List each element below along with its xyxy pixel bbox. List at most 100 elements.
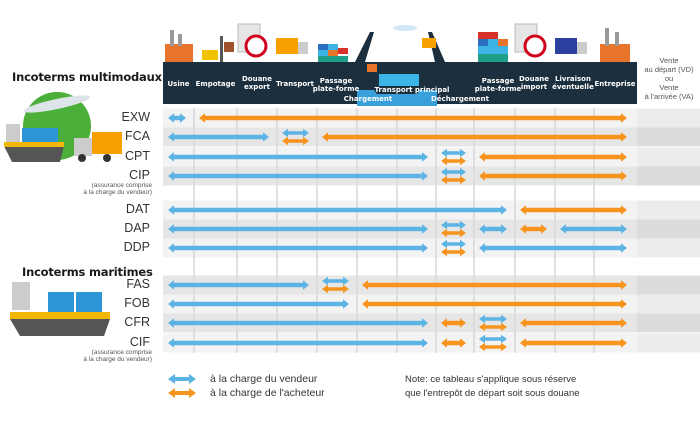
acheteur-arrow [479,152,627,162]
ship-water-icon [357,64,437,106]
vendeur-arrow [168,280,309,290]
incoterm-dap: DAP [124,221,150,235]
incoterm-cpt: CPT [125,149,150,163]
insurance-note: à la charge du vendeur) [83,189,152,196]
containers-icon [318,44,348,62]
vendeur-arrow [168,318,428,328]
incoterm-exw: EXW [121,110,150,124]
vente-line: Vente [659,56,679,65]
acheteur-arrow [441,175,466,185]
acheteur-arrow [520,338,627,348]
factory-icon [165,30,193,62]
acheteur-arrow [520,318,627,328]
incoterm-fob: FOB [124,296,150,310]
acheteur-arrow [282,136,309,146]
step-dechargement: Déchargement [431,95,489,103]
customs-sign-icon [244,34,268,58]
vente-cell [637,275,700,295]
step-usine: Usine [167,80,190,88]
acheteur-arrow [322,132,627,142]
vente-cell [637,108,700,128]
vente-cell [637,238,700,258]
vendeur-arrow [168,171,428,181]
acheteur-arrow [441,338,466,348]
vendeur-arrow [168,152,428,162]
step-entreprise: Entreprise [594,80,636,88]
truck-icon [555,38,587,54]
forklift-icon [202,36,234,62]
incoterm-cif: CIF [129,335,150,349]
incoterm-cip: CIP [129,168,150,182]
header-illustrations [165,23,630,62]
vente-line: ou [664,74,674,83]
customs-sign-icon [523,34,547,58]
vendeur-arrow [441,148,466,158]
incoterm-fas: FAS [126,277,150,291]
vente-cell [637,333,700,353]
truck-icon [422,38,436,48]
step-passage-plate-forme: Passage plate-forme [474,77,522,93]
factory-icon [600,28,630,62]
section-multimodal-title: Incoterms multimodaux [12,70,162,84]
vendeur-arrow [479,224,507,234]
vendeur-arrow [441,167,466,177]
acheteur-arrow [362,299,627,309]
acheteur-arrow [520,205,627,215]
vendeur-arrow [168,243,428,253]
legend-acheteur: à la charge de l'acheteur [210,387,325,399]
vendeur-arrow [479,243,627,253]
acheteur-arrow [441,156,466,166]
cargo-ship-illustration [10,282,110,336]
vendeur-arrow [441,239,466,249]
legend-vendeur-arrow [168,374,196,384]
acheteur-arrow [520,224,547,234]
plane-icon [393,25,417,31]
note-line: que l'entrepôt de départ soit sous douan… [405,388,580,399]
legend-vendeur: à la charge du vendeur [210,373,318,385]
vente-legend: Vente au départ (VD) ou Vente à l'arrivé… [638,56,700,101]
vendeur-arrow [479,314,507,324]
step-empotage: Empotage [195,80,236,88]
vente-cell [637,147,700,167]
vendeur-arrow [560,224,627,234]
vente-cell [637,219,700,239]
vente-cell [637,127,700,147]
globe-transport-illustration [4,92,122,162]
vente-cell [637,200,700,220]
vente-line: à l'arrivée (VA) [644,92,694,101]
insurance-note: (assurance comprise [91,349,152,356]
step-transport-principal: Transport principal [374,86,450,94]
vendeur-arrow [168,224,428,234]
vente-line: au départ (VD) [644,65,694,74]
vendeur-arrow [282,128,309,138]
acheteur-arrow [479,322,507,332]
containers-icon [478,32,508,62]
vendeur-arrow [441,220,466,230]
acheteur-arrow [479,342,507,352]
section-maritime-title: Incoterms maritimes [22,265,153,279]
acheteur-arrow [441,228,466,238]
vendeur-arrow [168,132,269,142]
vente-line: Vente [659,83,679,92]
step-douane-export: Douane export [241,75,273,91]
legend-acheteur-arrow [168,388,196,398]
vendeur-arrow [479,334,507,344]
vendeur-arrow [322,276,349,286]
note-line: Note: ce tableau s'applique sous réserve [405,374,577,385]
vendeur-arrow [168,338,428,348]
step-transport: Transport [276,80,314,88]
vente-cell [637,166,700,186]
vendeur-arrow [168,205,507,215]
incoterm-ddp: DDP [123,240,150,254]
step-douane-import: Douane import [518,75,550,91]
incoterm-dat: DAT [125,202,150,216]
acheteur-arrow [441,318,466,328]
acheteur-arrow [441,247,466,257]
vendeur-arrow [168,299,349,309]
step-passage-plate-forme: Passage plate-forme [312,77,360,93]
insurance-note: (assurance comprise [91,182,152,189]
incoterm-fca: FCA [125,129,150,143]
vente-cell [637,313,700,333]
